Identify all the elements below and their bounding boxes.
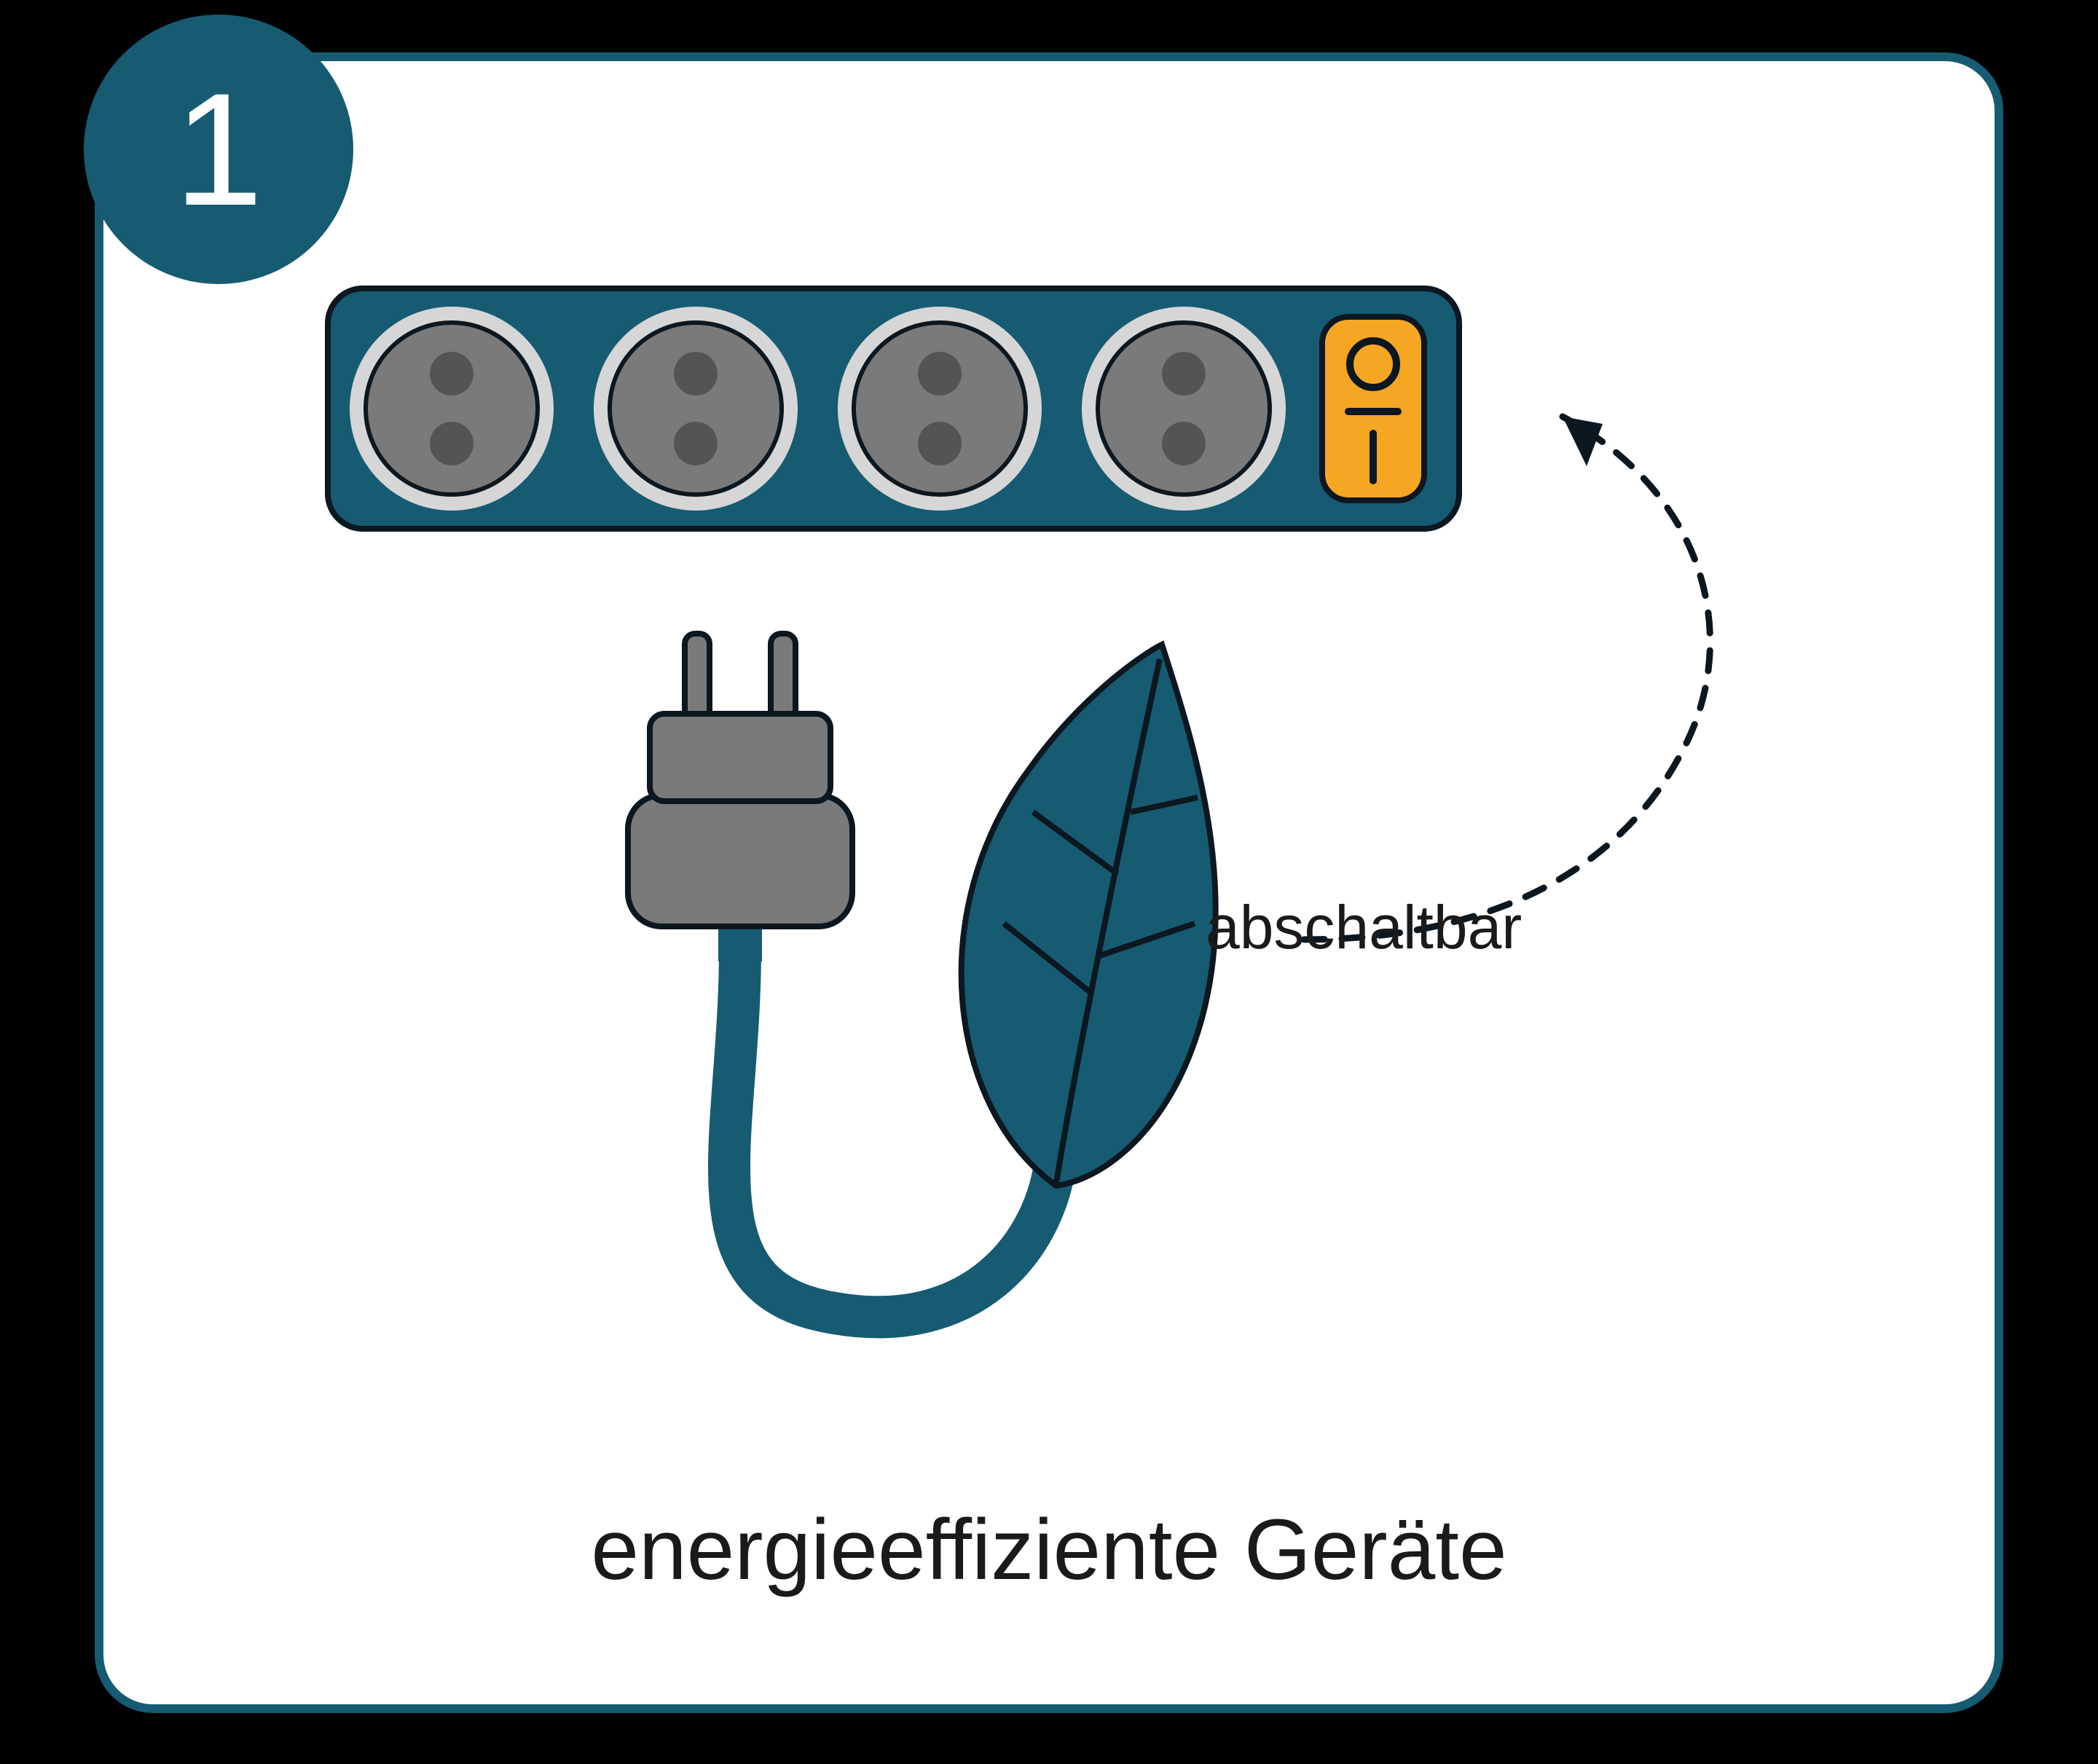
socket-face bbox=[366, 323, 538, 495]
socket-face bbox=[854, 323, 1026, 495]
socket-hole bbox=[674, 352, 718, 395]
plug-prong bbox=[685, 634, 710, 721]
socket-hole bbox=[674, 422, 718, 465]
plug-body bbox=[628, 795, 852, 926]
power-switch bbox=[1322, 317, 1424, 500]
plug-icon bbox=[628, 634, 852, 961]
socket-hole bbox=[430, 352, 474, 395]
illustration bbox=[0, 0, 2098, 1764]
plug-cap bbox=[650, 714, 830, 801]
socket-hole bbox=[918, 422, 962, 465]
socket-hole bbox=[918, 352, 962, 395]
card-caption: energieeffiziente Geräte bbox=[0, 1500, 2098, 1599]
plug-prong bbox=[771, 634, 795, 721]
socket-face bbox=[1098, 323, 1270, 495]
socket-hole bbox=[1162, 352, 1206, 395]
leaf-icon bbox=[962, 645, 1216, 1186]
socket-hole bbox=[1162, 422, 1206, 465]
socket-face bbox=[610, 323, 782, 495]
socket-hole bbox=[430, 422, 474, 465]
leaf-outline bbox=[962, 645, 1216, 1186]
switch-annotation-label: abschaltbar bbox=[1206, 892, 1522, 963]
